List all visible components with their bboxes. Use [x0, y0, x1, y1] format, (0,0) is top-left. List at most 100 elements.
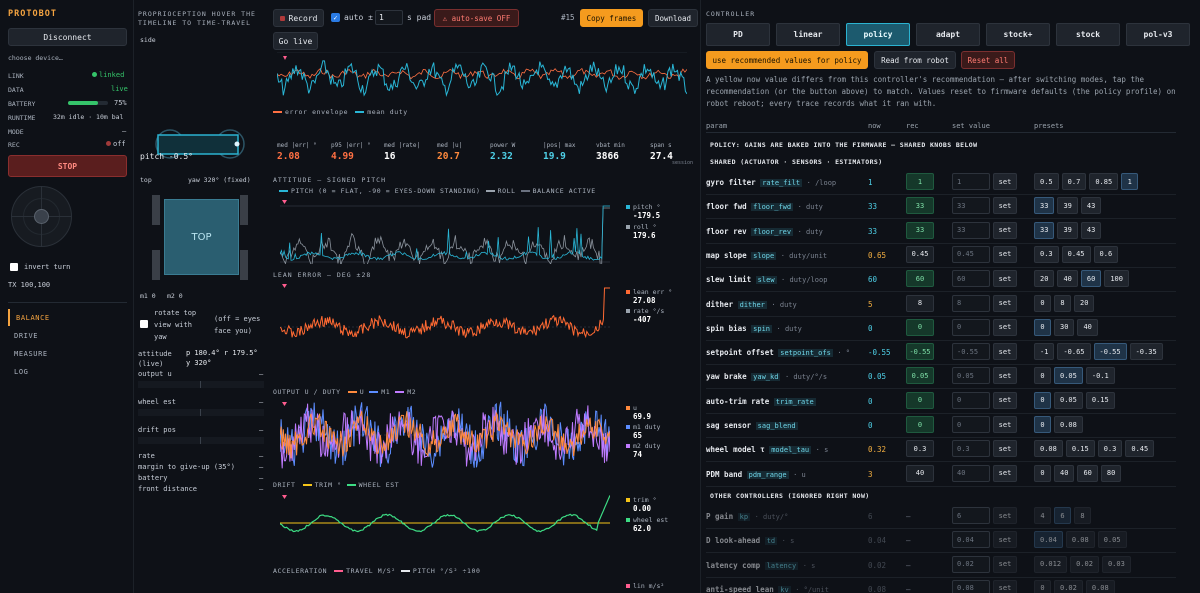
preset-button[interactable]: 0: [1034, 416, 1051, 433]
mode-adapt[interactable]: adapt: [916, 23, 980, 46]
param-set-input[interactable]: 0.04: [952, 531, 990, 549]
preset-button[interactable]: 39: [1057, 221, 1078, 239]
param-set-button[interactable]: set: [993, 464, 1017, 482]
param-set-button[interactable]: set: [993, 391, 1017, 409]
preset-button[interactable]: 0.3: [1034, 245, 1059, 263]
preset-button[interactable]: 100: [1104, 270, 1129, 288]
preset-button[interactable]: 33: [1034, 221, 1055, 239]
invert-turn-checkbox[interactable]: [10, 263, 18, 271]
joystick[interactable]: [10, 185, 73, 248]
param-set-button[interactable]: set: [993, 343, 1017, 361]
preset-button[interactable]: 40: [1077, 318, 1098, 336]
preset-button[interactable]: 0.05: [1097, 531, 1127, 549]
preset-button[interactable]: -0.65: [1057, 343, 1091, 361]
param-rec-button[interactable]: 60: [906, 270, 934, 288]
preset-button[interactable]: 0.03: [1101, 555, 1131, 573]
param-set-input[interactable]: 33: [952, 197, 990, 215]
preset-button[interactable]: 0.6: [1093, 245, 1119, 263]
param-set-button[interactable]: set: [993, 507, 1017, 524]
preset-button[interactable]: 0.04: [1034, 531, 1063, 549]
disconnect-button[interactable]: Disconnect: [8, 28, 127, 46]
preset-button[interactable]: 39: [1057, 197, 1078, 215]
param-set-input[interactable]: -0.55: [952, 343, 990, 361]
preset-button[interactable]: 40: [1057, 270, 1078, 288]
param-set-input[interactable]: 0.05: [952, 367, 990, 385]
param-rec-button[interactable]: 1: [906, 173, 934, 190]
param-set-button[interactable]: set: [993, 245, 1017, 263]
preset-button[interactable]: 0.02: [1070, 555, 1099, 573]
preset-button[interactable]: 43: [1080, 197, 1102, 215]
param-rec-button[interactable]: 0: [906, 416, 934, 433]
preset-button[interactable]: 0.15: [1065, 440, 1095, 458]
mode-pol-v3[interactable]: pol-v3: [1126, 23, 1190, 46]
param-set-button[interactable]: set: [993, 221, 1017, 239]
envelope-chart[interactable]: [277, 52, 687, 104]
param-set-button[interactable]: set: [993, 555, 1017, 573]
preset-button[interactable]: 40: [1054, 464, 1075, 482]
param-rec-button[interactable]: 0: [906, 318, 934, 336]
preset-button[interactable]: 20: [1034, 270, 1055, 288]
param-rec-button[interactable]: 33: [906, 197, 934, 215]
param-set-input[interactable]: 0.45: [952, 245, 990, 263]
stop-button[interactable]: STOP: [8, 155, 127, 177]
param-set-input[interactable]: 0: [952, 391, 990, 409]
preset-button[interactable]: 0.85: [1089, 173, 1119, 190]
pad-input[interactable]: 1: [375, 10, 403, 25]
preset-button[interactable]: -0.1: [1085, 367, 1115, 385]
record-button[interactable]: Record: [273, 9, 324, 27]
preset-button[interactable]: 0.08: [1034, 440, 1063, 458]
preset-button[interactable]: 0: [1034, 294, 1051, 312]
preset-button[interactable]: 0: [1034, 464, 1051, 482]
param-set-input[interactable]: 33: [952, 221, 990, 239]
preset-button[interactable]: 0.5: [1034, 173, 1059, 190]
nav-measure[interactable]: MEASURE: [14, 349, 48, 358]
preset-button[interactable]: 33: [1034, 197, 1055, 215]
preset-button[interactable]: 30: [1054, 318, 1075, 336]
preset-button[interactable]: 80: [1100, 464, 1122, 482]
copy-frames-button[interactable]: Copy frames: [580, 9, 643, 27]
param-rec-button[interactable]: 0.05: [906, 367, 934, 385]
rotate-top-checkbox[interactable]: [140, 320, 148, 328]
preset-button[interactable]: 60: [1080, 270, 1102, 288]
device-select[interactable]: choose device…: [8, 54, 63, 62]
param-set-button[interactable]: set: [993, 416, 1017, 433]
download-button[interactable]: Download: [648, 9, 698, 27]
go-live-button[interactable]: Go live: [273, 32, 318, 50]
param-set-button[interactable]: set: [993, 197, 1017, 215]
preset-button[interactable]: 0.3: [1097, 440, 1123, 458]
param-set-input[interactable]: 0: [952, 318, 990, 336]
preset-button[interactable]: 60: [1077, 464, 1098, 482]
nav-drive[interactable]: DRIVE: [14, 331, 39, 340]
param-set-button[interactable]: set: [993, 579, 1017, 593]
param-set-button[interactable]: set: [993, 318, 1017, 336]
preset-button[interactable]: 0.012: [1034, 555, 1068, 573]
preset-button[interactable]: 0: [1034, 391, 1051, 409]
preset-button[interactable]: 0: [1034, 318, 1051, 336]
param-set-input[interactable]: 8: [952, 294, 990, 312]
param-set-input[interactable]: 6: [952, 507, 990, 524]
preset-button[interactable]: 0.05: [1054, 391, 1083, 409]
drift-chart[interactable]: [280, 493, 610, 548]
preset-button[interactable]: 0.02: [1054, 579, 1083, 593]
param-set-input[interactable]: 0.02: [952, 555, 990, 573]
preset-button[interactable]: 1: [1121, 173, 1139, 190]
preset-button[interactable]: -0.55: [1093, 343, 1127, 361]
preset-button[interactable]: 8: [1054, 294, 1071, 312]
param-set-input[interactable]: 0.3: [952, 440, 990, 458]
param-set-button[interactable]: set: [993, 173, 1017, 190]
mode-stock-plus[interactable]: stock+: [986, 23, 1050, 46]
preset-button[interactable]: 4: [1034, 507, 1051, 524]
preset-button[interactable]: 6: [1054, 507, 1071, 524]
param-rec-button[interactable]: -0.55: [906, 343, 934, 361]
mode-policy[interactable]: policy: [846, 23, 910, 46]
param-set-button[interactable]: set: [993, 440, 1017, 458]
auto-checkbox[interactable]: ✓: [331, 13, 340, 22]
output-chart[interactable]: [280, 400, 610, 470]
preset-button[interactable]: 0: [1034, 579, 1051, 593]
param-rec-button[interactable]: 33: [906, 221, 934, 239]
preset-button[interactable]: -0.35: [1129, 343, 1163, 361]
read-robot-button[interactable]: Read from robot: [874, 51, 956, 69]
lean-chart[interactable]: [280, 282, 610, 372]
param-rec-button[interactable]: 0: [906, 391, 934, 409]
param-set-input[interactable]: 0.08: [952, 579, 990, 593]
